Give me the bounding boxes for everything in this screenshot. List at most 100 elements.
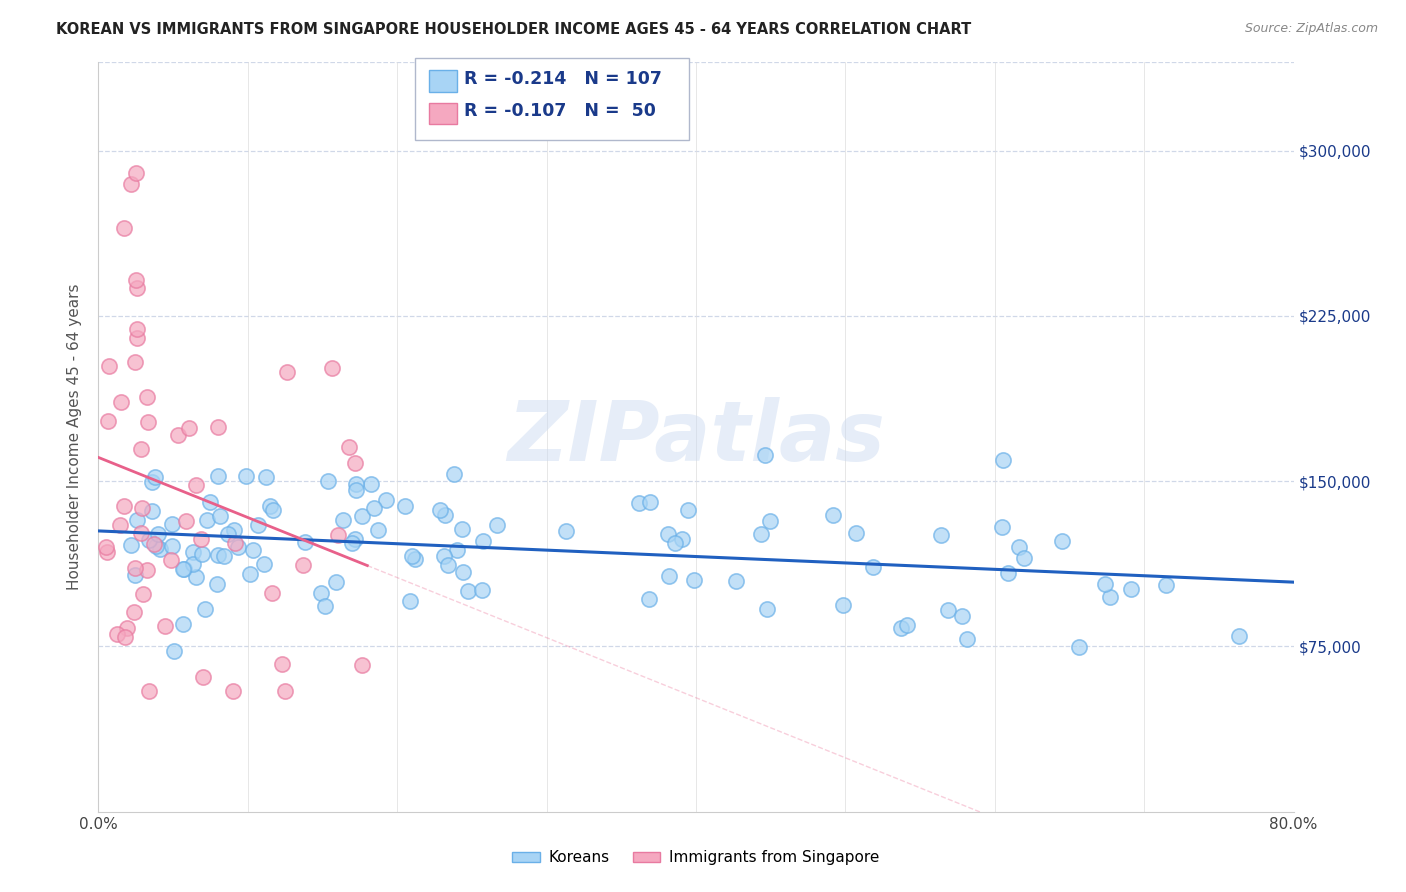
Legend: Koreans, Immigrants from Singapore: Koreans, Immigrants from Singapore — [506, 845, 886, 871]
Point — [136, 564, 159, 578]
Point — [172, 561, 194, 575]
Point — [141, 503, 163, 517]
Point — [242, 542, 264, 557]
Point — [112, 499, 135, 513]
Point — [457, 583, 479, 598]
Point — [683, 573, 706, 587]
Point — [124, 568, 146, 582]
Point — [163, 644, 186, 658]
Point — [125, 273, 148, 287]
Point — [658, 569, 681, 583]
Point — [896, 617, 918, 632]
Point — [451, 565, 474, 579]
Point — [657, 527, 679, 541]
Point — [149, 542, 172, 557]
Point — [399, 594, 422, 608]
Point — [167, 428, 190, 442]
Point — [394, 499, 416, 513]
Point — [131, 500, 153, 515]
Point — [194, 602, 217, 616]
Point — [274, 683, 297, 698]
Point — [471, 583, 494, 598]
Point — [125, 331, 148, 345]
Text: Source: ZipAtlas.com: Source: ZipAtlas.com — [1244, 22, 1378, 36]
Point — [997, 566, 1019, 580]
Point — [143, 536, 166, 550]
Point — [343, 456, 366, 470]
Point — [124, 355, 146, 369]
Point — [181, 545, 204, 559]
Point — [401, 549, 423, 564]
Point — [993, 453, 1015, 467]
Point — [246, 517, 269, 532]
Point — [173, 562, 195, 576]
Point — [226, 540, 249, 554]
Point — [664, 536, 686, 550]
Point — [125, 513, 148, 527]
Point — [224, 536, 246, 550]
Point — [374, 492, 396, 507]
Point — [325, 574, 347, 589]
Point — [129, 525, 152, 540]
Point — [145, 539, 167, 553]
Point — [271, 657, 294, 671]
Point — [950, 609, 973, 624]
Point — [179, 421, 201, 435]
Point — [160, 517, 183, 532]
Y-axis label: Householder Income Ages 45 - 64 years: Householder Income Ages 45 - 64 years — [67, 284, 83, 591]
Point — [352, 508, 374, 523]
Point — [108, 517, 131, 532]
Point — [443, 467, 465, 482]
Point — [96, 544, 118, 558]
Point — [628, 496, 651, 510]
Point — [222, 523, 245, 537]
Point — [145, 469, 167, 483]
Point — [340, 536, 363, 550]
Point — [294, 534, 316, 549]
Point — [956, 632, 979, 646]
Point — [122, 605, 145, 619]
Point — [844, 526, 866, 541]
Point — [367, 524, 389, 538]
Point — [146, 526, 169, 541]
Point — [450, 522, 472, 536]
Point — [120, 177, 142, 191]
Point — [136, 415, 159, 429]
Point — [132, 587, 155, 601]
Point — [191, 670, 214, 684]
Point — [138, 683, 160, 698]
Point — [831, 599, 853, 613]
Point — [754, 448, 776, 462]
Point — [291, 558, 314, 572]
Point — [1098, 590, 1121, 604]
Point — [890, 621, 912, 635]
Point — [350, 658, 373, 673]
Point — [125, 166, 148, 180]
Point — [554, 524, 576, 539]
Point — [343, 533, 366, 547]
Point — [138, 533, 160, 547]
Point — [321, 360, 343, 375]
Point — [262, 502, 284, 516]
Point — [207, 468, 229, 483]
Point — [125, 281, 148, 295]
Point — [363, 500, 385, 515]
Point — [239, 566, 262, 581]
Point — [190, 532, 212, 546]
Point — [259, 500, 281, 514]
Point — [485, 517, 508, 532]
Point — [756, 602, 779, 616]
Point — [207, 419, 229, 434]
Point — [207, 548, 229, 562]
Point — [472, 534, 495, 549]
Point — [1012, 550, 1035, 565]
Point — [344, 483, 367, 498]
Point — [195, 513, 218, 527]
Point — [1069, 640, 1091, 654]
Point — [181, 557, 204, 571]
Point — [433, 549, 456, 563]
Point — [160, 553, 183, 567]
Point — [360, 477, 382, 491]
Text: ZIPatlas: ZIPatlas — [508, 397, 884, 477]
Point — [936, 603, 959, 617]
